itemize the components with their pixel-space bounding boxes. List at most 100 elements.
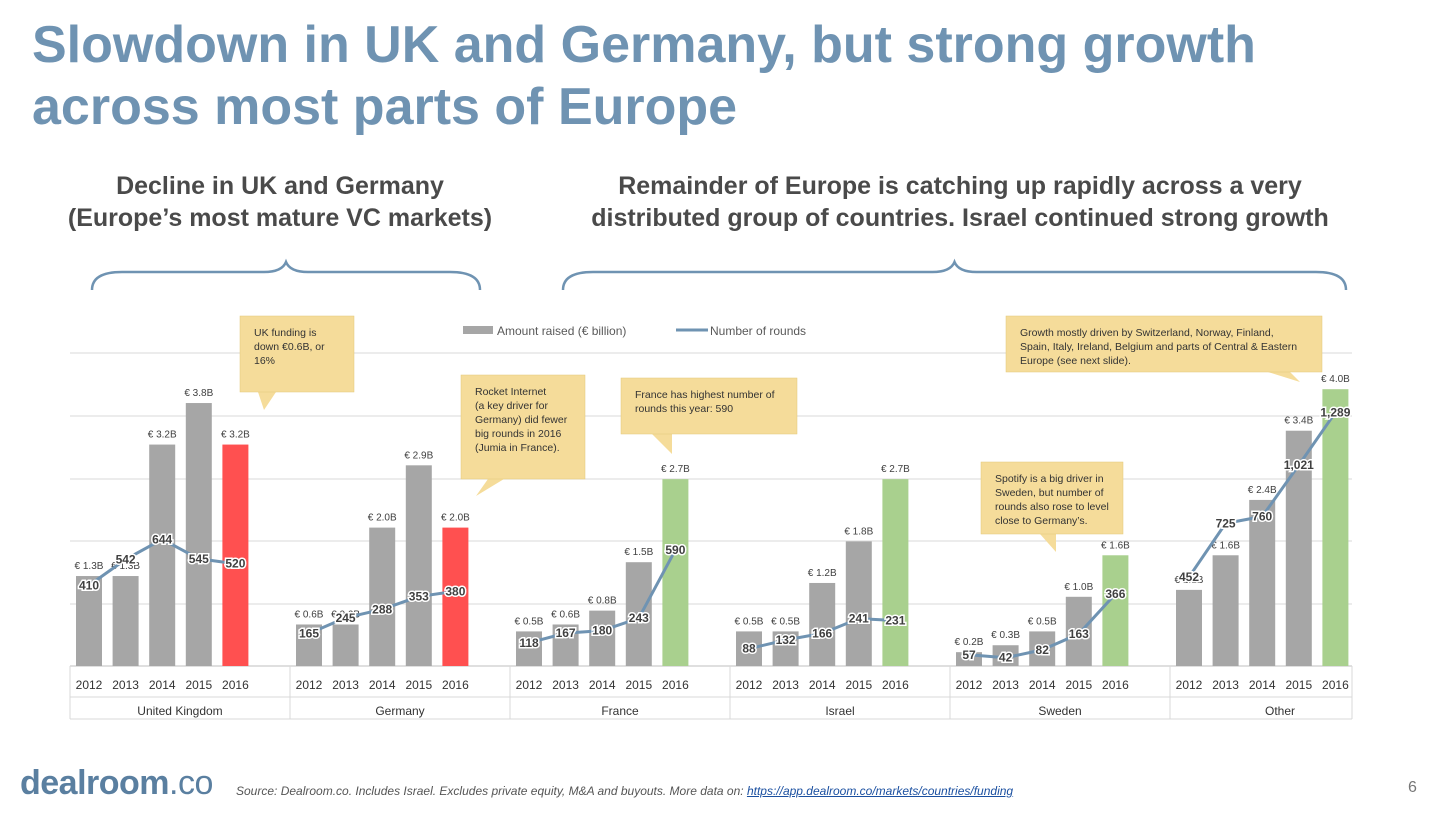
bar [185, 403, 212, 666]
rounds-line [748, 617, 896, 651]
year-tick-label: 2012 [956, 678, 983, 692]
rounds-value-label: 590 [665, 543, 685, 557]
bar-value-label: € 1.8B [844, 526, 873, 537]
callout-text-line: rounds also rose to level [995, 501, 1109, 513]
bar-value-label: € 1.3B [111, 561, 140, 572]
callout-text-line: (a key driver for [475, 400, 548, 412]
rounds-value-label: 644 [152, 532, 172, 546]
page-title: Slowdown in UK and Germany, but strong g… [32, 14, 1432, 138]
rounds-value-label: 241 [849, 612, 869, 626]
bar-value-label: € 2.9B [404, 450, 433, 461]
rounds-value-label: 410 [79, 578, 99, 592]
bar [332, 624, 359, 666]
callout-text-line: Spotify is a big driver in [995, 473, 1104, 485]
rounds-value-label: 132 [776, 633, 796, 647]
bar [1212, 555, 1239, 666]
year-tick-label: 2012 [1176, 678, 1203, 692]
bar-value-label: € 0.5B [515, 616, 544, 627]
group-label: Sweden [1038, 704, 1081, 718]
year-tick-label: 2013 [992, 678, 1019, 692]
callout-tail [1268, 372, 1300, 382]
rounds-value-label: 166 [812, 626, 832, 640]
year-tick-label: 2015 [845, 678, 872, 692]
logo-suffix: .co [169, 764, 213, 802]
rounds-value-label: 231 [885, 614, 905, 628]
bar [149, 444, 176, 666]
year-tick-label: 2014 [369, 678, 396, 692]
bar [1249, 499, 1276, 666]
callout-text-line: down €0.6B, or [254, 341, 325, 353]
rounds-value-label: 42 [999, 651, 1013, 665]
bar [992, 645, 1019, 666]
page-number: 6 [1408, 779, 1417, 796]
bar-value-label: € 1.0B [1064, 582, 1093, 593]
rounds-value-label: 520 [225, 557, 245, 571]
rounds-value-label: 245 [336, 611, 356, 625]
year-tick-label: 2013 [552, 678, 579, 692]
rounds-value-label: 163 [1069, 627, 1089, 641]
year-tick-label: 2016 [1102, 678, 1129, 692]
bar-value-label: € 0.3B [991, 630, 1020, 641]
group-label: Other [1265, 704, 1295, 718]
source-link[interactable]: https://app.dealroom.co/markets/countrie… [746, 784, 1014, 798]
year-tick-label: 2016 [222, 678, 249, 692]
bar [222, 444, 249, 666]
bar-value-label: € 0.2B [955, 637, 984, 648]
bar-value-label: € 4.0B [1321, 374, 1350, 385]
callout-tail [476, 479, 504, 496]
callout-box [239, 315, 355, 393]
page-title-line-2: across most parts of Europe [32, 78, 738, 136]
rounds-value-label: 760 [1252, 510, 1272, 524]
rounds-line [968, 592, 1117, 660]
bar-value-label: € 2.7B [881, 464, 910, 475]
rounds-line [528, 549, 677, 645]
subhead-left-line-2: (Europe’s most mature VC markets) [67, 204, 493, 232]
callout-tail [258, 392, 276, 410]
bar-value-label: € 1.6B [1211, 540, 1240, 551]
rounds-value-label: 1,289 [1320, 405, 1350, 419]
year-tick-label: 2013 [112, 678, 139, 692]
rounds-value-label: 118 [519, 636, 539, 650]
funding-chart: Amount raised (€ billion) Number of round… [69, 258, 1353, 720]
bar-value-label: € 2.0B [441, 513, 470, 524]
group-label: France [601, 704, 639, 718]
bar [1065, 596, 1092, 666]
bar-value-label: € 0.5B [735, 616, 764, 627]
bar [112, 576, 139, 666]
year-tick-label: 2014 [809, 678, 836, 692]
bar-value-label: € 3.8B [184, 388, 213, 399]
callout-text-line: Europe (see next slide). [1020, 355, 1131, 367]
bar-value-label: € 1.3B [75, 561, 104, 572]
year-tick-label: 2013 [332, 678, 359, 692]
callout-tail [1040, 534, 1056, 552]
bar [1322, 389, 1349, 666]
rounds-line [88, 537, 236, 587]
bar-value-label: € 2.7B [661, 464, 690, 475]
year-tick-label: 2015 [405, 678, 432, 692]
rounds-value-label: 243 [629, 611, 649, 625]
brace-right [561, 258, 1348, 291]
subhead-right-line-1: Remainder of Europe is catching up rapid… [618, 172, 1302, 200]
callout-text-line: big rounds in 2016 [475, 428, 562, 440]
callout-text-line: Germany) did fewer [475, 414, 568, 426]
rounds-value-label: 545 [189, 552, 209, 566]
bar-value-label: € 1.6B [1101, 540, 1130, 551]
bar-value-label: € 1.1B [1175, 575, 1204, 586]
year-tick-label: 2012 [736, 678, 763, 692]
legend-label-rounds: Number of rounds [710, 324, 806, 338]
callout-text-line: Growth mostly driven by Switzerland, Nor… [1020, 327, 1274, 339]
rounds-value-label: 82 [1036, 643, 1050, 657]
legend-label-amount: Amount raised (€ billion) [497, 324, 626, 338]
year-tick-label: 2016 [882, 678, 909, 692]
callout-box [1005, 315, 1323, 373]
bar-value-label: € 0.6B [331, 609, 360, 620]
page-title-line-1: Slowdown in UK and Germany, but strong g… [32, 16, 1256, 74]
group-label: Israel [825, 704, 854, 718]
legend-swatch-amount [463, 326, 493, 334]
callout-text-line: Sweden, but number of [995, 487, 1104, 499]
rounds-value-label: 180 [592, 624, 612, 638]
bar-value-label: € 2.4B [1248, 485, 1277, 496]
rounds-value-label: 88 [742, 642, 756, 656]
source-text: Source: Dealroom.co. Includes Israel. Ex… [236, 784, 747, 798]
bar-value-label: € 1.5B [624, 547, 653, 558]
